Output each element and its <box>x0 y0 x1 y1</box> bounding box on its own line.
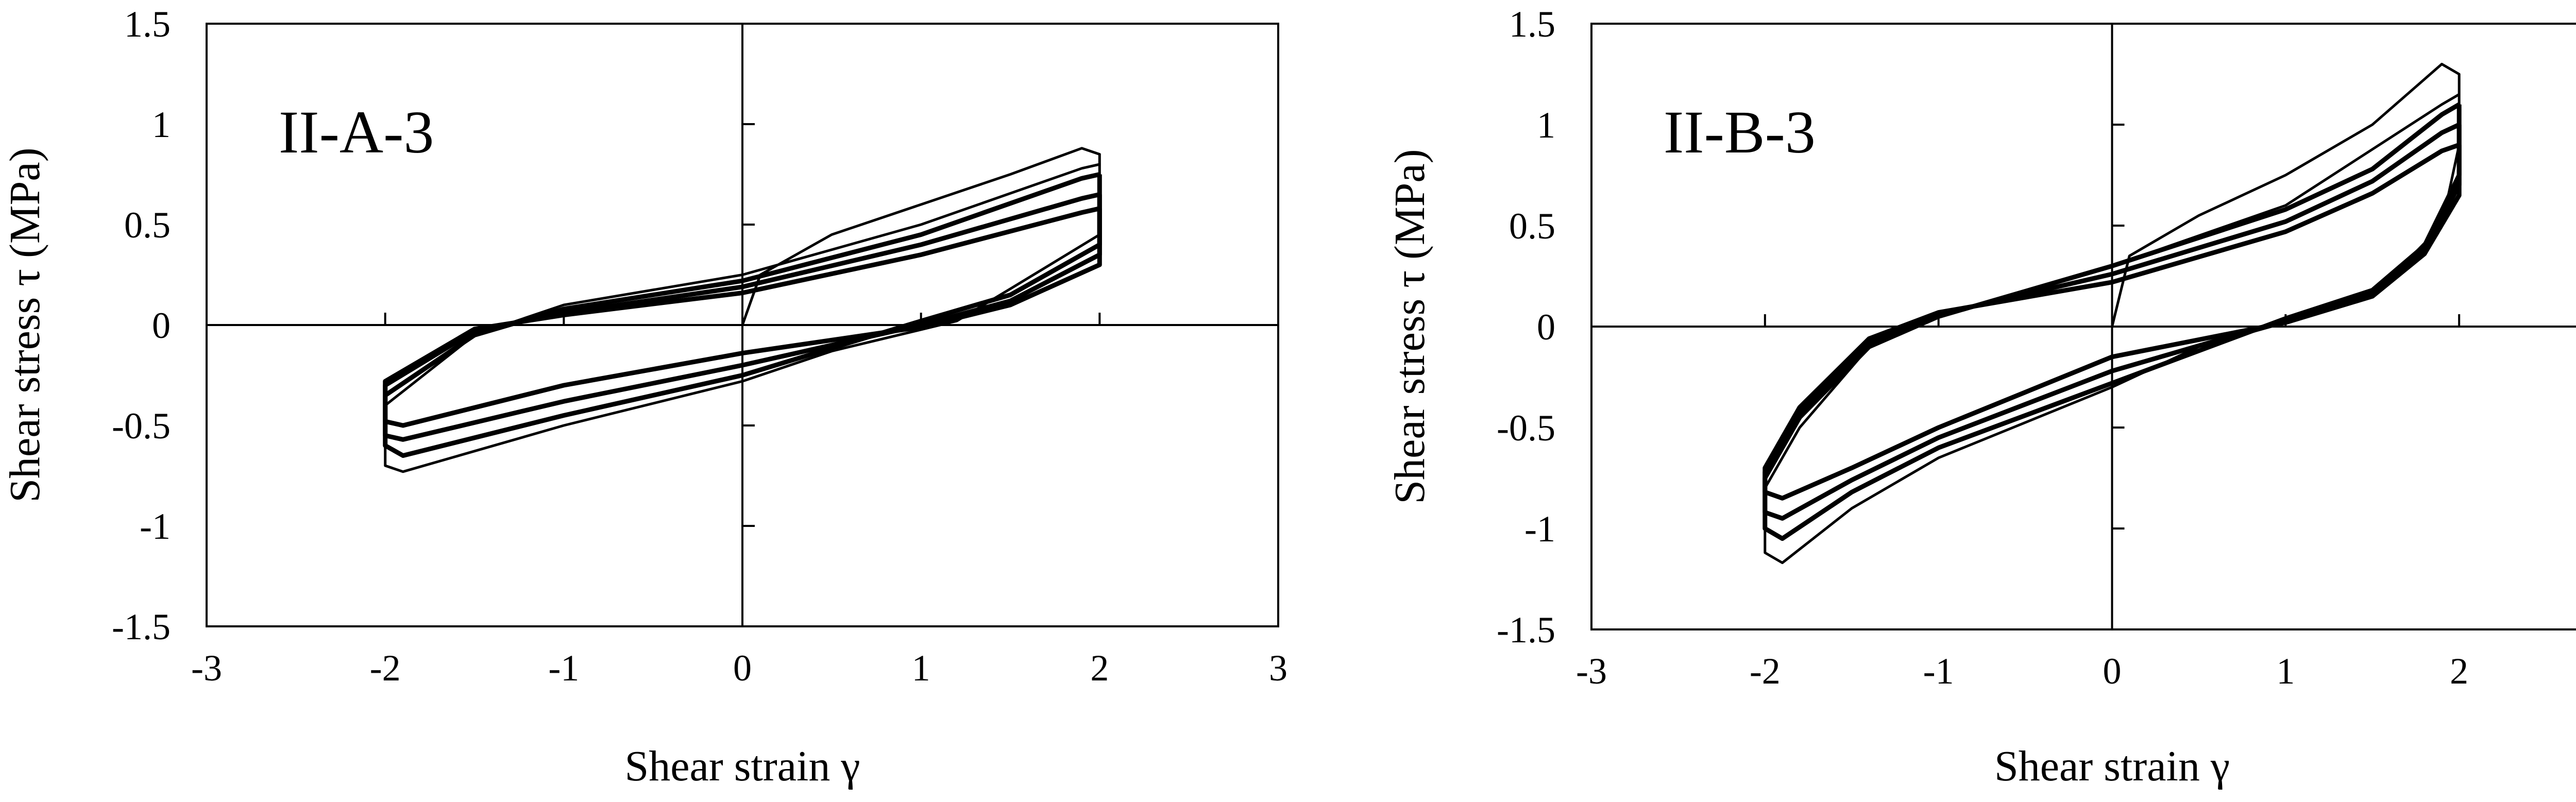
y-tick-label: 0 <box>1537 306 1555 348</box>
hysteresis-loop <box>1762 142 2462 501</box>
y-tick-label: -0.5 <box>1497 407 1555 449</box>
y-tick-label: 0.5 <box>124 204 171 246</box>
y-tick-label: -1 <box>140 506 171 547</box>
x-tick-label: -1 <box>1923 651 1954 692</box>
x-tick-label: -2 <box>1750 651 1781 692</box>
hysteresis-loop <box>384 147 1101 473</box>
hysteresis-loop <box>383 192 1102 442</box>
y-tick-label: 1 <box>1537 105 1555 146</box>
x-tick-label: -1 <box>548 647 579 689</box>
x-tick-label: 1 <box>2276 651 2295 692</box>
y-tick-label: 0.5 <box>1509 206 1555 247</box>
hysteresis-loop <box>1762 102 2462 541</box>
y-tick-label: -0.5 <box>112 405 171 447</box>
panel-label: II-B-3 <box>1664 98 1816 166</box>
x-tick-label: -3 <box>191 647 222 689</box>
hysteresis-loop <box>383 206 1102 428</box>
y-tick-label: 0 <box>152 305 171 346</box>
x-tick-label: 1 <box>912 647 930 689</box>
x-axis-title: Shear strain γ <box>1994 742 2230 790</box>
x-tick-label: -3 <box>1576 651 1607 692</box>
y-tick-label: -1.5 <box>112 606 171 647</box>
x-tick-label: 2 <box>2450 651 2468 692</box>
x-tick-label: 3 <box>1269 647 1287 689</box>
y-tick-label: 1 <box>152 104 171 145</box>
x-tick-label: 0 <box>733 647 752 689</box>
y-tick-label: -1.5 <box>1497 609 1555 651</box>
y-axis-title: Shear stress τ (MPa) <box>1386 149 1434 504</box>
y-tick-label: -1 <box>1524 508 1555 550</box>
x-tick-label: 2 <box>1090 647 1109 689</box>
panel-label: II-A-3 <box>279 98 434 166</box>
x-tick-label: 0 <box>2103 651 2122 692</box>
y-axis-title: Shear stress τ (MPa) <box>1 147 49 502</box>
y-tick-label: 1.5 <box>124 4 171 45</box>
hysteresis-loop <box>383 172 1102 458</box>
y-tick-label: 1.5 <box>1509 4 1555 45</box>
x-tick-label: -2 <box>370 647 401 689</box>
x-axis-title: Shear strain γ <box>625 742 860 790</box>
